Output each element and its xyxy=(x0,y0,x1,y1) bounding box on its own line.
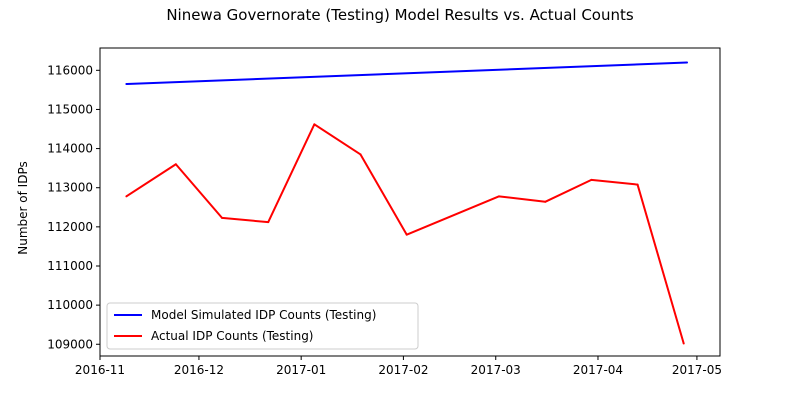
data-point xyxy=(125,83,128,86)
data-point xyxy=(636,183,639,186)
series-line-1 xyxy=(126,61,688,86)
y-tick-label: 115000 xyxy=(47,102,93,116)
x-tick-label: 2017-05 xyxy=(672,363,722,377)
data-point xyxy=(267,221,270,224)
y-axis-label: Number of IDPs xyxy=(16,161,30,254)
x-tick-label: 2017-01 xyxy=(276,363,326,377)
y-tick-label: 116000 xyxy=(47,63,93,77)
x-tick-label: 2016-12 xyxy=(174,363,224,377)
y-tick-label: 113000 xyxy=(47,181,93,195)
series-line-2 xyxy=(125,123,685,344)
plot-lines xyxy=(125,61,689,345)
legend-label: Actual IDP Counts (Testing) xyxy=(151,329,314,343)
x-axis-ticks: 2016-11 2016-12 2017-01 2017-02 2017-03 2017-… xyxy=(75,356,722,377)
data-point xyxy=(313,123,316,126)
data-point xyxy=(174,163,177,166)
y-tick-label: 110000 xyxy=(47,298,93,312)
y-tick-label: 112000 xyxy=(47,220,93,234)
data-point xyxy=(125,195,128,198)
x-tick-label: 2017-04 xyxy=(573,363,623,377)
x-tick-label: 2017-03 xyxy=(471,363,521,377)
legend-box xyxy=(106,302,419,350)
y-tick-label: 111000 xyxy=(47,259,93,273)
data-point xyxy=(221,216,224,219)
data-point xyxy=(498,195,501,198)
x-tick-label: 2016-11 xyxy=(75,363,125,377)
legend: Model Simulated IDP Counts (Testing) Actu… xyxy=(106,302,419,350)
y-tick-label: 109000 xyxy=(47,337,93,351)
data-point xyxy=(544,200,547,203)
data-point xyxy=(590,178,593,181)
data-point xyxy=(359,153,362,156)
data-point xyxy=(405,233,408,236)
data-point xyxy=(682,342,685,345)
y-tick-label: 114000 xyxy=(47,142,93,156)
chart-title: Ninewa Governorate (Testing) Model Resul… xyxy=(166,6,634,24)
legend-label: Model Simulated IDP Counts (Testing) xyxy=(151,308,376,322)
y-axis-ticks: 109000 110000 111000 112000 113000 114000 1150… xyxy=(47,63,100,351)
x-tick-label: 2017-02 xyxy=(378,363,428,377)
plot-frame xyxy=(99,47,721,357)
data-point xyxy=(686,61,689,64)
